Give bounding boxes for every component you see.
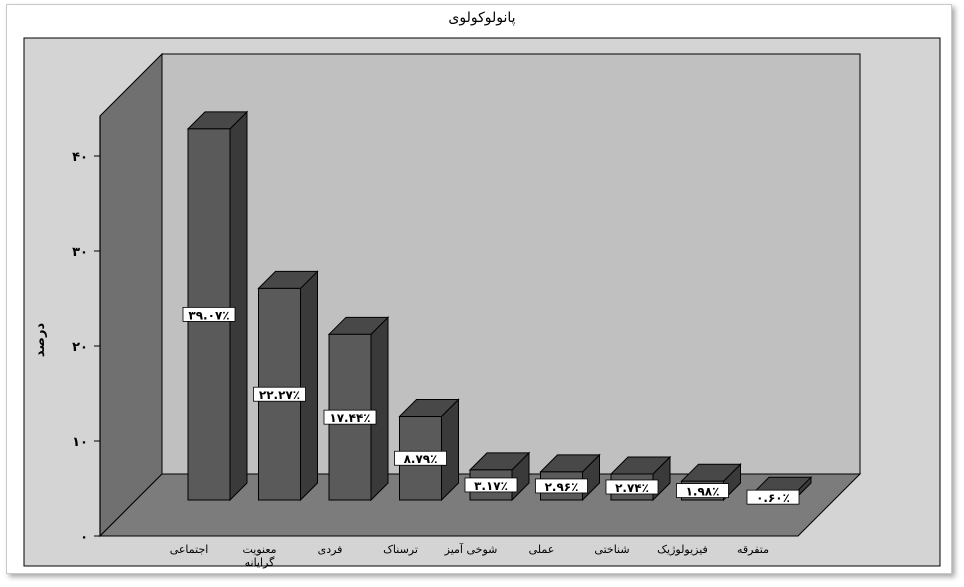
y-tick-label: ۲۰ [72,340,88,355]
data-label-box [182,307,236,322]
data-label-box [605,479,659,495]
data-label-box [253,386,306,402]
bar-side [370,316,389,502]
x-tick-label: شناختی [594,543,629,556]
x-tick-label: معنویت [242,543,276,556]
data-label-box [464,477,518,493]
data-label: ۰.۶۰٪ [756,491,790,505]
y-tick-label: ۱۰ [72,435,88,450]
x-tick-label: متفرقه [737,543,769,556]
x-tick-label: فردی [318,543,343,556]
y-tick-label: ۰ [80,530,88,545]
bar-side [300,270,318,502]
x-tick-label: عملی [529,543,555,556]
y-tick-label: ۴۰ [72,150,88,165]
chart-title: پانولوکولوی [448,10,516,26]
data-label: ۱۷.۴۴٪ [329,411,370,425]
data-label: ۲.۷۴٪ [615,481,649,495]
x-tick-label: ترسناک [383,543,418,556]
data-label: ۲۲.۲۷٪ [259,388,300,402]
x-tick-label: گرایانه [245,556,275,569]
data-label: ۱.۹۸٪ [686,485,720,499]
data-label-box [535,478,588,494]
data-label-box [394,450,447,466]
data-label-box [676,483,729,498]
data-label-box [323,409,377,425]
data-label: ۲.۹۶٪ [545,480,579,494]
y-axis-label: درصد [33,323,48,358]
x-tick-label: اجتماعی [170,543,209,556]
bar-side [229,110,248,502]
data-label: ۳.۱۷٪ [474,479,508,493]
data-label: ۸.۷۹٪ [404,452,438,466]
data-label: ۳۹.۰۷٪ [188,308,229,322]
side-wall [99,52,163,538]
x-tick-label: شوخی آمیز [444,542,498,556]
data-label-box [746,489,800,505]
x-tick-label: فیزیولوژیک [657,543,708,556]
y-tick-label: ۳۰ [72,245,88,260]
